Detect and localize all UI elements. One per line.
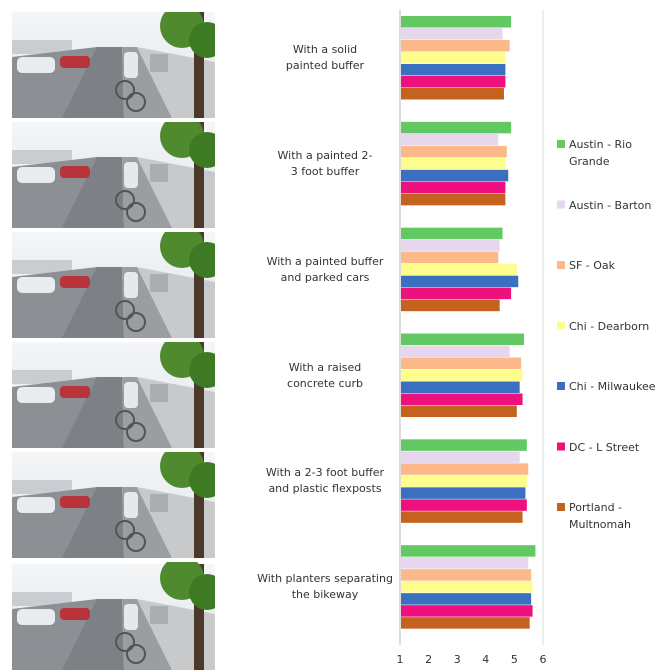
bar	[401, 251, 499, 264]
bar	[401, 239, 500, 252]
bar	[401, 557, 529, 569]
legend-label: Austin - Barton	[569, 198, 652, 212]
street-image	[12, 562, 215, 672]
bar	[401, 511, 523, 523]
street-image	[12, 12, 215, 118]
bar	[401, 333, 524, 345]
legend-swatch	[557, 503, 565, 511]
category-label: With a 2-3 foot buffer and plastic flexp…	[265, 466, 385, 496]
bar	[401, 617, 530, 629]
category-label: With a painted 2-3 foot buffer	[277, 148, 373, 178]
bar	[401, 52, 506, 64]
bar	[401, 593, 532, 605]
bar	[401, 28, 503, 40]
legend-label: SF - Oak	[569, 259, 616, 272]
bar	[401, 275, 519, 288]
bar	[401, 463, 529, 475]
street-image	[12, 232, 215, 338]
bar	[401, 345, 510, 357]
bar	[401, 487, 526, 499]
bar	[401, 299, 500, 312]
bar	[401, 475, 527, 487]
category-label: With a painted buffer and parked cars	[266, 254, 384, 284]
bar	[401, 40, 510, 52]
bar	[401, 169, 509, 182]
category-label: With a raised concrete curb	[287, 360, 363, 390]
bar	[401, 581, 533, 593]
bar	[401, 193, 506, 206]
bar	[401, 451, 520, 463]
x-tick-label: 4	[482, 653, 489, 666]
bar	[401, 545, 536, 557]
legend-swatch	[557, 442, 565, 451]
bar	[401, 369, 523, 381]
legend-swatch	[557, 140, 565, 148]
bar	[401, 381, 520, 393]
bar	[401, 605, 533, 617]
x-tick-label: 2	[425, 653, 432, 666]
legend-swatch	[557, 321, 565, 330]
x-tick-label: 1	[397, 653, 404, 666]
street-image	[12, 452, 215, 558]
bar	[401, 133, 499, 146]
legend-label: Chi - Dearborn	[569, 319, 650, 333]
bar	[401, 357, 522, 369]
legend-swatch	[557, 382, 565, 390]
legend-label: Portland - Multnomah	[569, 501, 631, 531]
street-image	[12, 342, 215, 448]
bar	[401, 393, 523, 405]
legend-swatch	[557, 261, 565, 269]
bar	[401, 263, 517, 276]
bar	[401, 121, 512, 134]
bar	[401, 287, 512, 300]
bar	[401, 76, 506, 88]
bar	[401, 181, 506, 194]
bar	[401, 227, 503, 240]
legend-label: DC - L Street	[569, 440, 640, 454]
bar	[401, 439, 527, 451]
category-label: With planters separating the bikeway	[257, 572, 393, 602]
bar	[401, 405, 517, 417]
legend-swatch	[557, 200, 565, 209]
category-label: With a solid painted buffer	[285, 43, 365, 72]
bar	[401, 157, 506, 170]
x-tick-label: 6	[540, 653, 547, 666]
bar	[401, 88, 504, 100]
bar	[401, 16, 512, 28]
legend-label: Austin - Rio Grande	[569, 138, 632, 168]
bar	[401, 569, 532, 581]
bar	[401, 145, 507, 158]
bar	[401, 64, 506, 76]
street-image	[12, 122, 215, 228]
x-tick-label: 3	[454, 653, 461, 666]
x-tick-label: 5	[511, 653, 518, 666]
legend-label: Chi - Milwaukee	[569, 380, 656, 393]
bar	[401, 499, 527, 511]
